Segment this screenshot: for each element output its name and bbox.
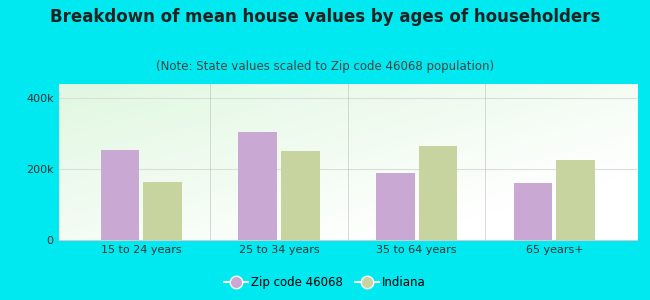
Bar — [376, 172, 415, 240]
Legend: Zip code 46068, Indiana: Zip code 46068, Indiana — [220, 272, 430, 294]
Bar — [556, 160, 595, 240]
Text: Breakdown of mean house values by ages of householders: Breakdown of mean house values by ages o… — [50, 8, 600, 26]
Bar — [239, 132, 277, 240]
Bar — [514, 183, 552, 240]
Bar — [101, 150, 139, 240]
Text: (Note: State values scaled to Zip code 46068 population): (Note: State values scaled to Zip code 4… — [156, 60, 494, 73]
Bar — [281, 152, 320, 240]
Bar — [143, 182, 182, 240]
Bar — [419, 146, 457, 240]
